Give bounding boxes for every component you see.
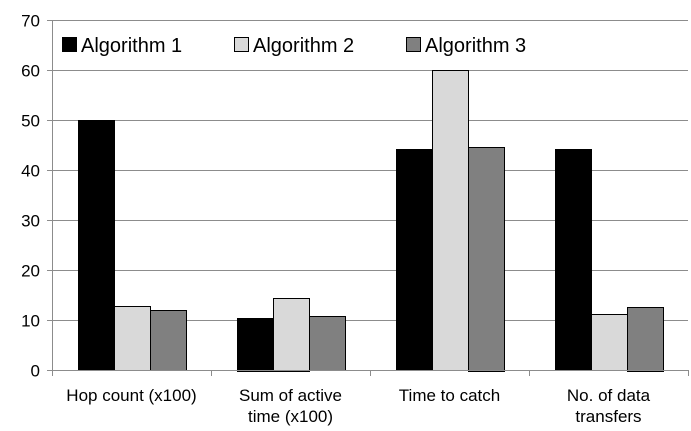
category-label: Sum of active [239, 386, 342, 405]
category-label: transfers [575, 407, 641, 426]
bar-algorithm-3-2 [468, 147, 505, 372]
y-tick-label: 40 [21, 162, 40, 181]
bar-algorithm-3-0 [150, 310, 187, 371]
y-axis-tick-labels: 0 10 20 30 40 50 60 70 [21, 12, 40, 381]
category-label: Time to catch [399, 386, 500, 405]
legend-label: Algorithm 1 [81, 35, 182, 57]
y-tick-label: 20 [21, 262, 40, 281]
y-tick-label: 50 [21, 112, 40, 131]
y-tick-label: 70 [21, 12, 40, 31]
y-tick-label: 10 [21, 312, 40, 331]
legend-label: Algorithm 2 [253, 35, 354, 57]
y-tick-label: 30 [21, 212, 40, 231]
bar-algorithm-2-3 [591, 314, 628, 371]
bar-algorithm-2-0 [114, 306, 151, 371]
y-tick-label: 0 [31, 362, 40, 381]
legend: Algorithm 1 Algorithm 2 Algorithm 3 [62, 35, 526, 57]
bar-algorithm-1-1 [237, 318, 274, 372]
bar-algorithm-2-2 [432, 70, 469, 371]
legend-swatch [234, 37, 249, 52]
category-label: Hop count (x100) [66, 386, 196, 405]
legend-label: Algorithm 3 [425, 35, 526, 57]
bar-algorithm-1-3 [555, 149, 592, 371]
bar-algorithm-3-3 [627, 307, 664, 372]
category-labels: Hop count (x100) Sum of active time (x100)… [66, 386, 650, 426]
bars [78, 70, 664, 372]
legend-swatch [406, 37, 421, 52]
axes [47, 20, 689, 376]
bar-algorithm-2-1 [273, 298, 310, 372]
gridlines [52, 20, 688, 321]
category-label: No. of data [567, 386, 651, 405]
legend-item-algorithm-3: Algorithm 3 [406, 35, 526, 57]
bar-algorithm-1-0 [78, 120, 115, 371]
legend-swatch [62, 37, 77, 52]
bar-algorithm-1-2 [396, 149, 433, 371]
bar-algorithm-3-1 [309, 316, 346, 371]
category-label: time (x100) [248, 407, 333, 426]
legend-item-algorithm-2: Algorithm 2 [234, 35, 354, 57]
legend-item-algorithm-1: Algorithm 1 [62, 35, 182, 57]
y-tick-label: 60 [21, 62, 40, 81]
